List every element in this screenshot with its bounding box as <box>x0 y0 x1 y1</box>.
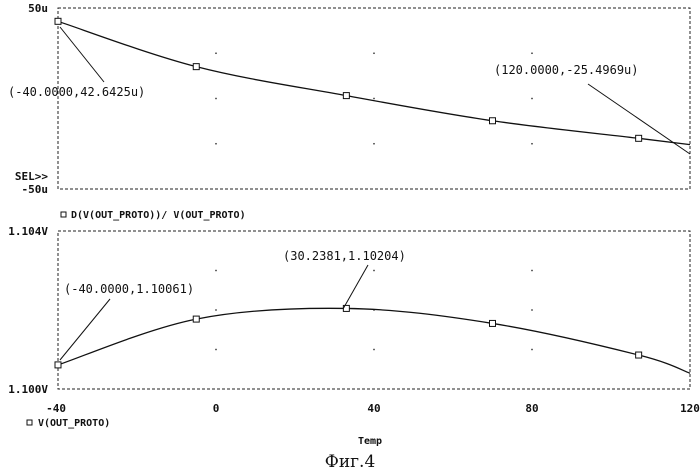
bottom-data-point <box>193 316 199 322</box>
top-legend-label: D(V(OUT_PROTO))/ V(OUT_PROTO) <box>71 210 246 221</box>
top-ytick-max: 50u <box>28 2 48 15</box>
bottom-data-point <box>55 362 61 368</box>
top-data-point <box>490 118 496 124</box>
bottom-plot-area: (-40.0000,1.10061) (30.2381,1.10204) <box>55 231 690 389</box>
top-annotation-leader <box>588 84 690 154</box>
sel-marker: SEL>> <box>15 170 48 183</box>
top-series-line <box>58 21 690 144</box>
x-tick-label: -40 <box>46 402 66 415</box>
top-grid <box>215 52 533 144</box>
top-data-point <box>193 64 199 70</box>
bottom-ytick-min: 1.100V <box>8 383 48 396</box>
bottom-annotation-label: (-40.0000,1.10061) <box>64 282 194 296</box>
top-data-point <box>343 93 349 99</box>
bottom-data-point <box>636 352 642 358</box>
x-tick-label: 0 <box>213 402 220 415</box>
bottom-ytick-max: 1.104V <box>8 225 48 238</box>
x-tick-label: 80 <box>525 402 538 415</box>
bottom-panel: 1.104V 1.100V (-40.0000,1.10061) (30.2381… <box>8 225 700 447</box>
top-grid-dot <box>215 98 217 100</box>
bottom-data-point <box>490 320 496 326</box>
top-grid-dot <box>373 52 375 54</box>
top-panel: 50u -50u SEL>> (-40.0000,42.6425u) (120.0… <box>8 2 690 221</box>
top-ytick-min: -50u <box>22 183 49 196</box>
bottom-legend-label: V(OUT_PROTO) <box>38 418 110 429</box>
top-plot-area: (-40.0000,42.6425u) (120.0000,-25.4969u) <box>8 8 690 189</box>
top-grid-dot <box>531 98 533 100</box>
bottom-annotation-label: (30.2381,1.10204) <box>283 249 406 263</box>
top-data-point <box>636 135 642 141</box>
top-grid-dot <box>373 143 375 145</box>
top-data-point <box>55 18 61 24</box>
bottom-grid-dot <box>531 270 533 272</box>
bottom-grid-dot <box>215 309 217 311</box>
bottom-grid-dot <box>373 349 375 351</box>
bottom-grid-dot <box>215 349 217 351</box>
bottom-series-line <box>58 308 690 373</box>
x-tick-label: 40 <box>367 402 380 415</box>
bottom-legend-symbol <box>27 420 32 425</box>
bottom-annotation-leader <box>60 299 110 360</box>
top-grid-dot <box>373 98 375 100</box>
bottom-grid-dot <box>215 270 217 272</box>
top-grid-dot <box>531 52 533 54</box>
top-grid-dot <box>215 143 217 145</box>
x-axis-label: Temp <box>358 436 382 447</box>
top-legend-symbol <box>61 212 66 217</box>
bottom-grid-dot <box>531 309 533 311</box>
bottom-grid-dot <box>373 270 375 272</box>
top-annotation-label: (-40.0000,42.6425u) <box>8 85 145 99</box>
bottom-grid-dot <box>531 349 533 351</box>
bottom-annotation-leader <box>343 265 368 309</box>
x-tick-labels: -40 0 40 80 120 <box>46 402 700 415</box>
top-grid-dot <box>531 143 533 145</box>
top-grid-dot <box>215 52 217 54</box>
top-annotation-label: (120.0000,-25.4969u) <box>494 63 639 77</box>
x-tick-label: 120 <box>680 402 700 415</box>
figure-caption: Фиг.4 <box>325 452 376 472</box>
